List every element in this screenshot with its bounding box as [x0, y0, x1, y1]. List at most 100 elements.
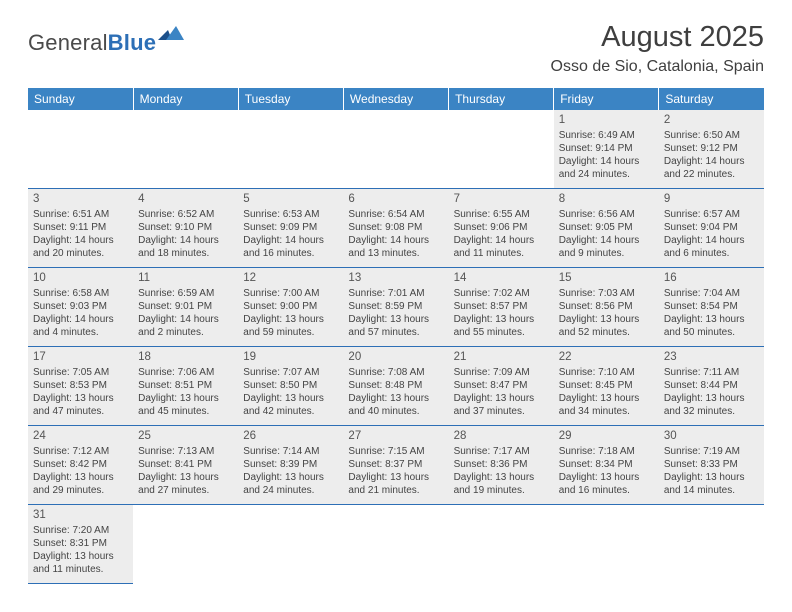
day-details: Sunrise: 7:18 AMSunset: 8:34 PMDaylight:…	[559, 445, 654, 497]
day-line-sr: Sunrise: 7:12 AM	[33, 445, 128, 458]
day-line-d1: Daylight: 13 hours	[454, 313, 549, 326]
day-line-sr: Sunrise: 6:52 AM	[138, 208, 233, 221]
day-line-d2: and 29 minutes.	[33, 484, 128, 497]
day-cell: 29Sunrise: 7:18 AMSunset: 8:34 PMDayligh…	[554, 425, 659, 504]
day-line-d1: Daylight: 13 hours	[664, 313, 759, 326]
flag-icon	[158, 26, 184, 49]
day-line-d1: Daylight: 14 hours	[664, 234, 759, 247]
day-cell: 30Sunrise: 7:19 AMSunset: 8:33 PMDayligh…	[659, 425, 764, 504]
day-line-d1: Daylight: 13 hours	[454, 392, 549, 405]
day-line-d1: Daylight: 13 hours	[664, 392, 759, 405]
day-number: 18	[138, 350, 233, 365]
day-line-d2: and 9 minutes.	[559, 247, 654, 260]
day-details: Sunrise: 7:10 AMSunset: 8:45 PMDaylight:…	[559, 366, 654, 418]
day-number: 26	[243, 429, 338, 444]
weekday-header: Saturday	[659, 88, 764, 110]
day-line-ss: Sunset: 8:31 PM	[33, 537, 128, 550]
blank-cell	[343, 504, 448, 583]
weekday-header: Friday	[554, 88, 659, 110]
day-line-d2: and 45 minutes.	[138, 405, 233, 418]
blank-cell	[238, 504, 343, 583]
week-row: 24Sunrise: 7:12 AMSunset: 8:42 PMDayligh…	[28, 425, 764, 504]
day-cell: 8Sunrise: 6:56 AMSunset: 9:05 PMDaylight…	[554, 188, 659, 267]
day-details: Sunrise: 7:03 AMSunset: 8:56 PMDaylight:…	[559, 287, 654, 339]
day-line-ss: Sunset: 8:36 PM	[454, 458, 549, 471]
day-line-d2: and 24 minutes.	[243, 484, 338, 497]
day-cell: 7Sunrise: 6:55 AMSunset: 9:06 PMDaylight…	[449, 188, 554, 267]
day-line-d2: and 18 minutes.	[138, 247, 233, 260]
header: GeneralBlue August 2025 Osso de Sio, Cat…	[28, 22, 764, 76]
day-line-d2: and 57 minutes.	[348, 326, 443, 339]
day-details: Sunrise: 6:54 AMSunset: 9:08 PMDaylight:…	[348, 208, 443, 260]
day-line-d1: Daylight: 14 hours	[454, 234, 549, 247]
day-details: Sunrise: 7:15 AMSunset: 8:37 PMDaylight:…	[348, 445, 443, 497]
day-line-sr: Sunrise: 7:10 AM	[559, 366, 654, 379]
day-cell: 10Sunrise: 6:58 AMSunset: 9:03 PMDayligh…	[28, 267, 133, 346]
day-cell: 9Sunrise: 6:57 AMSunset: 9:04 PMDaylight…	[659, 188, 764, 267]
day-number: 3	[33, 192, 128, 207]
day-details: Sunrise: 7:13 AMSunset: 8:41 PMDaylight:…	[138, 445, 233, 497]
day-cell: 31Sunrise: 7:20 AMSunset: 8:31 PMDayligh…	[28, 504, 133, 583]
day-line-sr: Sunrise: 7:02 AM	[454, 287, 549, 300]
day-line-d1: Daylight: 14 hours	[33, 313, 128, 326]
day-line-d1: Daylight: 14 hours	[33, 234, 128, 247]
day-line-d2: and 32 minutes.	[664, 405, 759, 418]
day-number: 4	[138, 192, 233, 207]
day-line-ss: Sunset: 9:11 PM	[33, 221, 128, 234]
day-line-d1: Daylight: 14 hours	[559, 234, 654, 247]
day-details: Sunrise: 6:56 AMSunset: 9:05 PMDaylight:…	[559, 208, 654, 260]
day-cell: 19Sunrise: 7:07 AMSunset: 8:50 PMDayligh…	[238, 346, 343, 425]
day-line-ss: Sunset: 9:14 PM	[559, 142, 654, 155]
day-line-sr: Sunrise: 6:54 AM	[348, 208, 443, 221]
day-cell: 5Sunrise: 6:53 AMSunset: 9:09 PMDaylight…	[238, 188, 343, 267]
day-line-ss: Sunset: 9:06 PM	[454, 221, 549, 234]
day-details: Sunrise: 7:01 AMSunset: 8:59 PMDaylight:…	[348, 287, 443, 339]
day-number: 1	[559, 113, 654, 128]
day-line-d2: and 22 minutes.	[664, 168, 759, 181]
blank-cell	[133, 504, 238, 583]
blank-cell	[659, 504, 764, 583]
blank-cell	[449, 504, 554, 583]
week-row: 17Sunrise: 7:05 AMSunset: 8:53 PMDayligh…	[28, 346, 764, 425]
day-number: 14	[454, 271, 549, 286]
day-details: Sunrise: 7:05 AMSunset: 8:53 PMDaylight:…	[33, 366, 128, 418]
day-cell: 2Sunrise: 6:50 AMSunset: 9:12 PMDaylight…	[659, 110, 764, 189]
day-cell: 16Sunrise: 7:04 AMSunset: 8:54 PMDayligh…	[659, 267, 764, 346]
day-line-sr: Sunrise: 6:53 AM	[243, 208, 338, 221]
brand-name-part2: Blue	[108, 30, 156, 55]
day-cell: 24Sunrise: 7:12 AMSunset: 8:42 PMDayligh…	[28, 425, 133, 504]
day-line-d2: and 37 minutes.	[454, 405, 549, 418]
day-line-d1: Daylight: 13 hours	[348, 313, 443, 326]
day-number: 13	[348, 271, 443, 286]
day-line-ss: Sunset: 8:39 PM	[243, 458, 338, 471]
week-row: 3Sunrise: 6:51 AMSunset: 9:11 PMDaylight…	[28, 188, 764, 267]
day-line-d2: and 11 minutes.	[454, 247, 549, 260]
empty-cell	[238, 110, 343, 189]
day-cell: 18Sunrise: 7:06 AMSunset: 8:51 PMDayligh…	[133, 346, 238, 425]
day-line-sr: Sunrise: 7:03 AM	[559, 287, 654, 300]
day-line-sr: Sunrise: 6:51 AM	[33, 208, 128, 221]
location-label: Osso de Sio, Catalonia, Spain	[551, 58, 764, 76]
day-line-ss: Sunset: 8:42 PM	[33, 458, 128, 471]
day-number: 31	[33, 508, 128, 523]
day-details: Sunrise: 7:20 AMSunset: 8:31 PMDaylight:…	[33, 524, 128, 576]
week-row: 10Sunrise: 6:58 AMSunset: 9:03 PMDayligh…	[28, 267, 764, 346]
day-line-ss: Sunset: 8:37 PM	[348, 458, 443, 471]
day-details: Sunrise: 7:07 AMSunset: 8:50 PMDaylight:…	[243, 366, 338, 418]
day-details: Sunrise: 7:09 AMSunset: 8:47 PMDaylight:…	[454, 366, 549, 418]
day-details: Sunrise: 6:51 AMSunset: 9:11 PMDaylight:…	[33, 208, 128, 260]
empty-cell	[28, 110, 133, 189]
day-number: 12	[243, 271, 338, 286]
day-line-ss: Sunset: 8:57 PM	[454, 300, 549, 313]
weekday-header: Tuesday	[238, 88, 343, 110]
day-details: Sunrise: 6:53 AMSunset: 9:09 PMDaylight:…	[243, 208, 338, 260]
weekday-header-row: SundayMondayTuesdayWednesdayThursdayFrid…	[28, 88, 764, 110]
day-cell: 22Sunrise: 7:10 AMSunset: 8:45 PMDayligh…	[554, 346, 659, 425]
day-line-ss: Sunset: 8:45 PM	[559, 379, 654, 392]
day-details: Sunrise: 7:06 AMSunset: 8:51 PMDaylight:…	[138, 366, 233, 418]
brand-logo: GeneralBlue	[28, 26, 184, 59]
day-number: 19	[243, 350, 338, 365]
day-line-ss: Sunset: 8:50 PM	[243, 379, 338, 392]
day-line-d2: and 52 minutes.	[559, 326, 654, 339]
day-details: Sunrise: 6:52 AMSunset: 9:10 PMDaylight:…	[138, 208, 233, 260]
